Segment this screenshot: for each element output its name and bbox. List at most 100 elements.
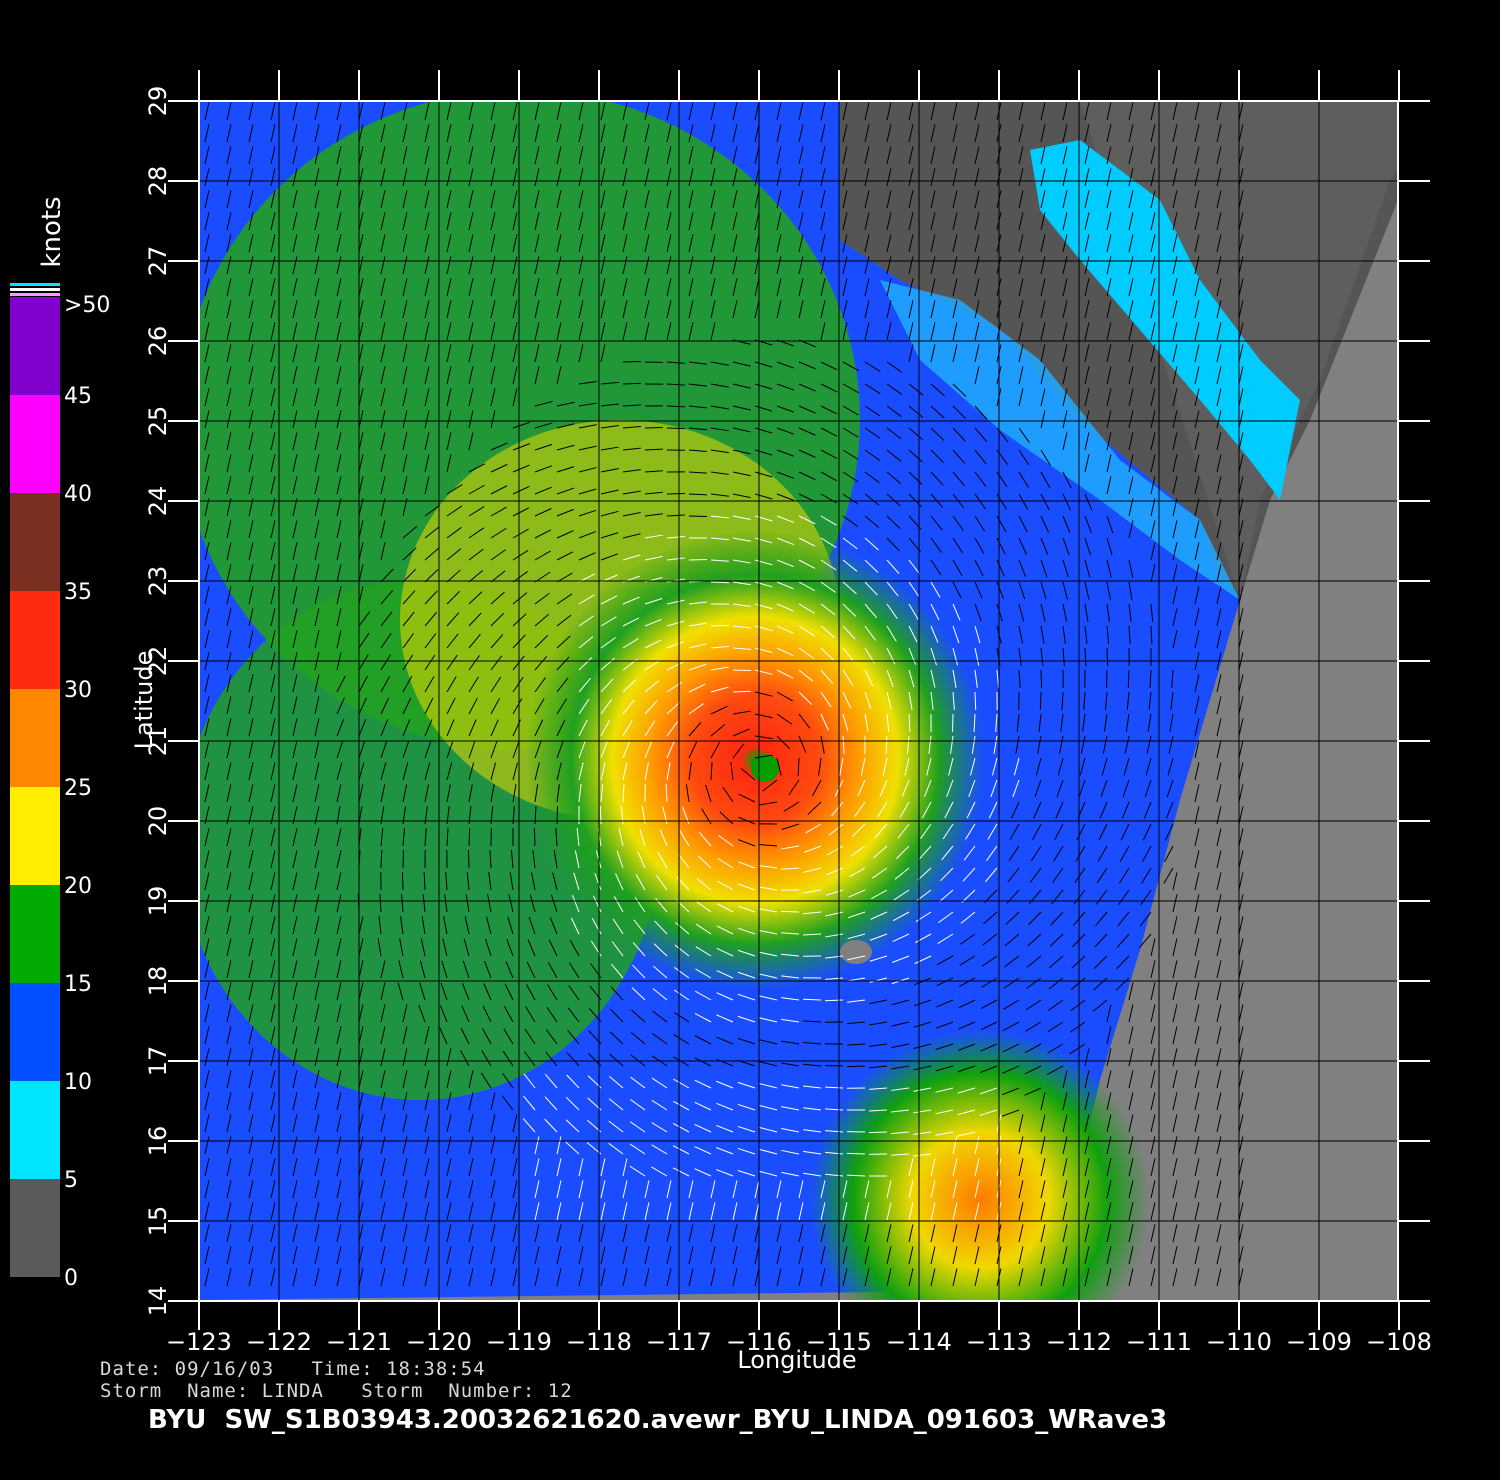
wind-barb — [1062, 168, 1068, 187]
wind-barb — [781, 1062, 800, 1067]
wind-barb — [446, 654, 458, 671]
wind-barb — [226, 630, 232, 649]
wind-barb — [402, 300, 408, 319]
wind-barb — [1026, 955, 1042, 968]
wind-barb — [402, 366, 408, 385]
wind-barb — [446, 1268, 452, 1287]
wind-barb — [1150, 212, 1156, 231]
wind-barb — [874, 823, 888, 838]
wind-barb — [635, 874, 646, 891]
wind-barb — [600, 278, 606, 297]
wind-barb — [204, 960, 210, 979]
wind-barb — [908, 344, 914, 363]
wind-barb — [292, 366, 298, 385]
wind-barb — [204, 322, 210, 341]
wind-barb — [732, 278, 738, 297]
wind-barb — [1216, 388, 1222, 407]
wind-barb — [710, 124, 716, 143]
wind-barb — [1150, 938, 1156, 957]
wind-barb — [556, 508, 574, 517]
wind-barb — [1128, 454, 1134, 473]
wind-barb — [957, 1109, 976, 1116]
wind-barb — [622, 168, 628, 187]
wind-barb — [380, 102, 386, 121]
wind-barb — [666, 701, 681, 715]
wind-barb — [957, 1087, 976, 1094]
wind-barb — [419, 960, 426, 979]
wind-barb — [1106, 1158, 1112, 1177]
wind-barb — [1050, 911, 1064, 926]
wind-barb — [673, 1034, 690, 1045]
wind-barb — [952, 322, 958, 341]
wind-barb — [336, 586, 342, 605]
wind-barb — [1062, 146, 1068, 165]
wind-barb — [802, 998, 822, 1001]
wind-barb — [1106, 1114, 1112, 1133]
wind-barb — [776, 146, 782, 165]
wind-barb — [1106, 454, 1112, 473]
wind-barb — [534, 1268, 540, 1287]
wind-barb — [688, 1224, 694, 1243]
wind-barb — [908, 647, 917, 665]
lat-tick-label: 16 — [144, 1126, 172, 1157]
wind-barb — [710, 278, 716, 297]
wind-barb — [402, 1268, 408, 1287]
wind-barb — [578, 322, 584, 341]
wind-barb — [424, 611, 437, 627]
wind-barb — [1238, 454, 1244, 473]
wind-barb — [507, 916, 514, 935]
wind-barb — [490, 322, 496, 341]
wind-barb — [314, 1246, 320, 1265]
wind-barb — [292, 784, 298, 803]
wind-barb — [1040, 669, 1043, 689]
wind-barb — [358, 146, 364, 165]
wind-barb — [512, 1180, 518, 1199]
wind-barb — [402, 1048, 408, 1067]
wind-barb — [864, 515, 880, 528]
wind-barb — [1106, 581, 1111, 600]
lat-tick-label: 25 — [144, 406, 172, 437]
wind-barb — [314, 520, 320, 539]
wind-barb — [688, 405, 707, 409]
wind-barb — [1037, 735, 1042, 754]
wind-barb — [930, 691, 934, 710]
wind-barb — [952, 1268, 958, 1287]
wind-barb — [544, 1073, 558, 1089]
wind-barb — [886, 427, 902, 440]
wind-barb — [270, 520, 276, 539]
wind-barb — [754, 1246, 760, 1265]
wind-barb — [944, 801, 954, 819]
wind-barb — [1106, 168, 1112, 187]
wind-barb — [534, 656, 548, 671]
wind-barb — [490, 410, 496, 429]
wind-barb — [556, 1268, 562, 1287]
wind-barb — [966, 801, 976, 819]
wind-barb — [957, 1065, 976, 1073]
wind-barb — [776, 300, 782, 319]
wind-barb — [314, 344, 320, 363]
wind-barb — [930, 383, 945, 397]
wind-barb — [1194, 696, 1200, 715]
wind-barb — [847, 955, 866, 961]
wind-barb — [798, 559, 816, 569]
wind-barb — [1216, 960, 1222, 979]
wind-barb — [226, 234, 232, 253]
wind-barb — [270, 1202, 276, 1221]
wind-barb — [512, 443, 531, 451]
wind-barb — [908, 713, 911, 733]
wind-barb — [501, 1095, 514, 1111]
wind-barb — [248, 410, 254, 429]
wind-barb — [1238, 718, 1244, 737]
wind-barb — [468, 719, 477, 737]
wind-barb — [869, 1021, 888, 1026]
wind-barb — [424, 697, 434, 715]
wind-barb — [336, 630, 342, 649]
wind-barb — [490, 146, 496, 165]
wind-barb — [886, 449, 902, 462]
wind-barb — [578, 256, 584, 275]
wind-barb — [534, 571, 551, 583]
wind-barb — [1018, 559, 1027, 577]
wind-barb — [248, 1136, 254, 1155]
wind-barb — [622, 679, 637, 693]
wind-barb — [524, 1051, 536, 1067]
